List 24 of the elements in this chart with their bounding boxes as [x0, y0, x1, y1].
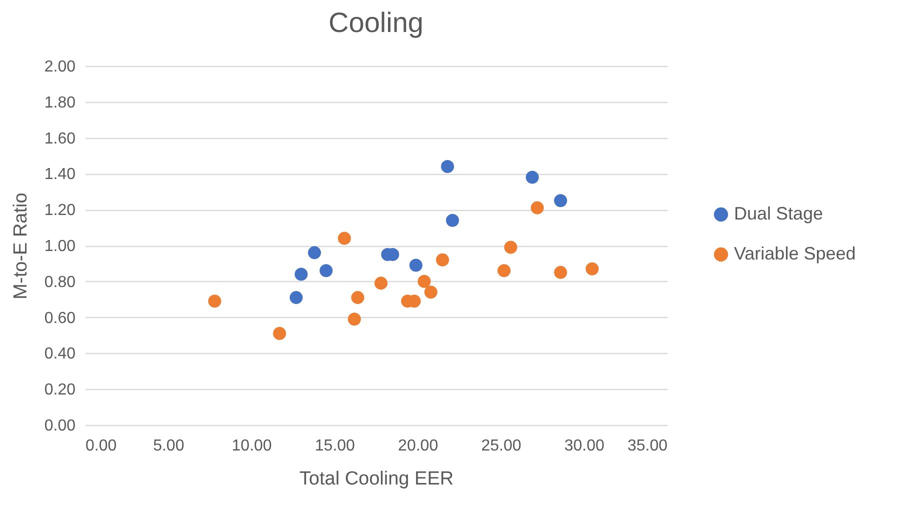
x-tick-label: 30.00 — [564, 438, 604, 454]
y-tick-label: 1.40 — [44, 166, 76, 184]
x-tick-label: 15.00 — [314, 438, 356, 454]
x-tick-label: 35.00 — [627, 438, 668, 454]
y-tick-label: 0.00 — [44, 418, 76, 434]
y-tick-label: 1.20 — [44, 202, 76, 220]
legend-label: Dual Stage — [734, 204, 824, 224]
x-tick-label: 25.00 — [481, 438, 522, 454]
y-tick-label: 2.00 — [44, 58, 76, 76]
x-axis-title: Total Cooling EER — [299, 468, 454, 490]
chart-title: Cooling — [328, 7, 424, 38]
y-axis-title: M-to-E Ratio — [10, 192, 32, 300]
y-tick-label: 0.40 — [44, 346, 76, 363]
x-tick-label: 10.00 — [232, 438, 272, 454]
x-tick-label: 5.00 — [153, 438, 184, 454]
legend-label: Variable Speed — [734, 244, 856, 264]
x-tick-label: 20.00 — [398, 438, 438, 454]
y-tick-label: 1.00 — [44, 238, 76, 255]
y-tick-label: 1.80 — [44, 94, 76, 112]
y-tick-label: 0.20 — [44, 382, 76, 399]
x-tick-label: 0.00 — [86, 438, 117, 454]
y-tick-label: 0.60 — [44, 310, 76, 327]
y-tick-label: 0.80 — [44, 274, 76, 291]
y-tick-label: 1.60 — [44, 130, 76, 148]
